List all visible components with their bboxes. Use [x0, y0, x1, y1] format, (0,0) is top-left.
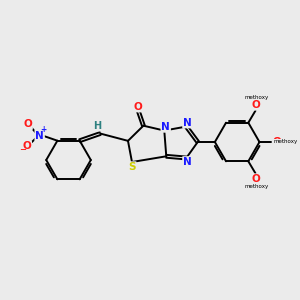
Text: H: H [93, 121, 101, 130]
Text: −: − [19, 145, 26, 154]
Text: methoxy: methoxy [273, 140, 297, 145]
Text: O: O [22, 141, 31, 152]
Text: O: O [252, 174, 261, 184]
Text: O: O [23, 119, 32, 129]
Text: S: S [128, 162, 136, 172]
Text: O: O [134, 102, 142, 112]
Text: O: O [252, 100, 261, 110]
Text: methoxy: methoxy [244, 95, 268, 100]
Text: N: N [35, 130, 44, 141]
Text: O: O [273, 137, 282, 147]
Text: methoxy: methoxy [244, 184, 268, 189]
Text: N: N [183, 118, 192, 128]
Text: +: + [40, 125, 46, 134]
Text: N: N [183, 157, 192, 167]
Text: N: N [161, 122, 170, 132]
